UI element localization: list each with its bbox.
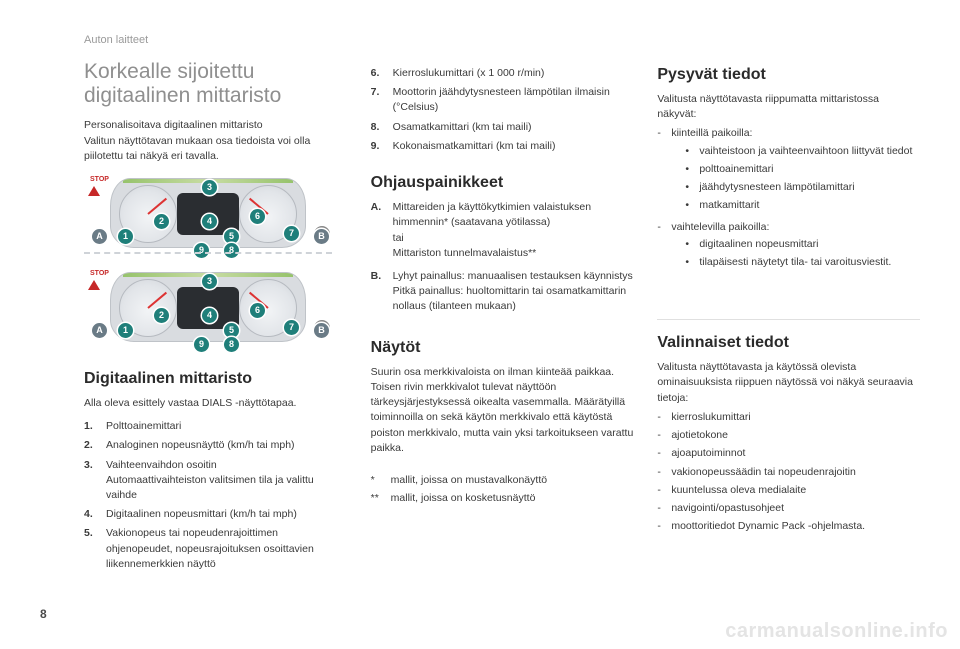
list-item: kiinteillä paikoilla: vaihteistoon ja va… [657,126,920,216]
list-item: jäähdytysnesteen lämpötilamittari [685,180,920,195]
optional-list: kierroslukumittari ajotietokone ajoaputo… [657,410,920,535]
callout-9: 9 [194,243,209,258]
footnote: *mallit, joissa on mustavalkonäyttö [371,474,634,486]
list-item: vaihteistoon ja vaihteenvaihtoon liittyv… [685,144,920,159]
list-item: 7.Moottorin jäähdytysnesteen lämpötilan … [371,85,634,115]
col-3: Pysyvät tiedot Valitusta näyttötavasta r… [657,60,920,576]
cluster-figure: STOP A B 1 2 3 4 5 [84,174,347,354]
list-item: vakionopeussäädin tai nopeudenrajoitin [657,465,920,480]
list-item: 2.Analoginen nopeusnäyttö (km/h tai mph) [84,438,347,453]
page-number: 8 [40,607,47,621]
callout-3: 3 [202,274,217,289]
list-item: 4.Digitaalinen nopeusmittari (km/h tai m… [84,507,347,522]
permanent-intro: Valitusta näyttötavasta riippumatta mitt… [657,92,920,122]
intro-text: Personalisoitava digitaalinen mittaristo… [84,118,347,164]
dash-separator [84,252,332,254]
list-item: A.Mittareiden ja käyttökytkimien valaist… [371,200,634,261]
list-1-5: 1.Polttoainemittari 2.Analoginen nopeusn… [84,419,347,572]
list-item: polttoainemittari [685,162,920,177]
callout-4: 4 [202,214,217,229]
section-label: Auton laitteet [84,34,148,46]
list-item: matkamittarit [685,198,920,213]
col-1: Korkealle sijoitettu digitaalinen mittar… [84,60,347,576]
list-item: 8.Osamatkamittari (km tai maili) [371,120,634,135]
warning-triangle-icon [88,186,100,196]
permanent-groups: kiinteillä paikoilla: vaihteistoon ja va… [657,126,920,273]
watermark: carmanualsonline.info [725,620,948,643]
footnotes: *mallit, joissa on mustavalkonäyttö **ma… [371,474,634,504]
bullet-list: digitaalinen nopeusmittari tilapäisesti … [685,237,920,270]
callout-8: 8 [224,337,239,352]
callout-2: 2 [154,214,169,229]
callout-6: 6 [250,303,265,318]
stop-icon: STOP [90,270,109,277]
heading-digital: Digitaalinen mittaristo [84,370,347,388]
dials-subtext: Alla oleva esittely vastaa DIALS -näyttö… [84,396,347,411]
optional-intro: Valitusta näyttötavasta ja käytössä olev… [657,360,920,406]
list-item: navigointi/opastusohjeet [657,501,920,516]
callout-7: 7 [284,226,299,241]
heading-optional: Valinnaiset tiedot [657,334,920,352]
cluster-top: STOP A B 1 2 3 4 5 [84,174,332,260]
displays-text: Suurin osa merkkivaloista on ilman kiint… [371,365,634,456]
list-item: kuuntelussa oleva medialaite [657,483,920,498]
list-item: 5.Vakionopeus tai nopeudenrajoittimen oh… [84,526,347,572]
callout-3: 3 [202,180,217,195]
list-letters: A.Mittareiden ja käyttökytkimien valaist… [371,200,634,315]
list-item: ajotietokone [657,428,920,443]
heading-permanent: Pysyvät tiedot [657,66,920,84]
list-item: 3.Vaihteenvaihdon osoitin Automaattivaih… [84,458,347,504]
list-6-9: 6.Kierroslukumittari (x 1 000 r/min) 7.M… [371,66,634,154]
warning-triangle-icon [88,280,100,290]
callout-7: 7 [284,320,299,335]
heading-controls: Ohjauspainikkeet [371,174,634,192]
callout-A: A [92,323,107,338]
heading-displays: Näytöt [371,339,634,357]
callout-1: 1 [118,229,133,244]
col-2: 6.Kierroslukumittari (x 1 000 r/min) 7.M… [371,60,634,576]
list-item: vaihtelevilla paikoilla: digitaalinen no… [657,220,920,274]
divider [657,319,920,320]
callout-B: B [314,229,329,244]
callout-5: 5 [224,323,239,338]
list-item: 9.Kokonaismatkamittari (km tai maili) [371,139,634,154]
title-line2: digitaalinen mittaristo [84,84,281,107]
callout-8: 8 [224,243,239,258]
list-item: 1.Polttoainemittari [84,419,347,434]
callout-5: 5 [224,229,239,244]
page-title: Korkealle sijoitettu digitaalinen mittar… [84,60,347,108]
columns: Korkealle sijoitettu digitaalinen mittar… [84,60,920,576]
list-item: tilapäisesti näytetyt tila- tai varoitus… [685,255,920,270]
callout-9: 9 [194,337,209,352]
callout-B: B [314,323,329,338]
page: Auton laitteet 8 carmanualsonline.info K… [0,0,960,649]
footnote: **mallit, joissa on kosketusnäyttö [371,492,634,504]
callout-1: 1 [118,323,133,338]
stop-icon: STOP [90,176,109,183]
list-item: moottoritiedot Dynamic Pack -ohjelmasta. [657,519,920,534]
callout-4: 4 [202,308,217,323]
list-item: digitaalinen nopeusmittari [685,237,920,252]
list-item: B.Lyhyt painallus: manuaalisen testaukse… [371,269,634,315]
callout-6: 6 [250,209,265,224]
cluster-bottom: STOP A B 1 2 3 4 5 6 [84,268,332,354]
callout-2: 2 [154,308,169,323]
list-item: 6.Kierroslukumittari (x 1 000 r/min) [371,66,634,81]
title-line1: Korkealle sijoitettu [84,60,254,83]
bullet-list: vaihteistoon ja vaihteenvaihtoon liittyv… [685,144,920,214]
list-item: ajoaputoiminnot [657,446,920,461]
callout-A: A [92,229,107,244]
list-item: kierroslukumittari [657,410,920,425]
